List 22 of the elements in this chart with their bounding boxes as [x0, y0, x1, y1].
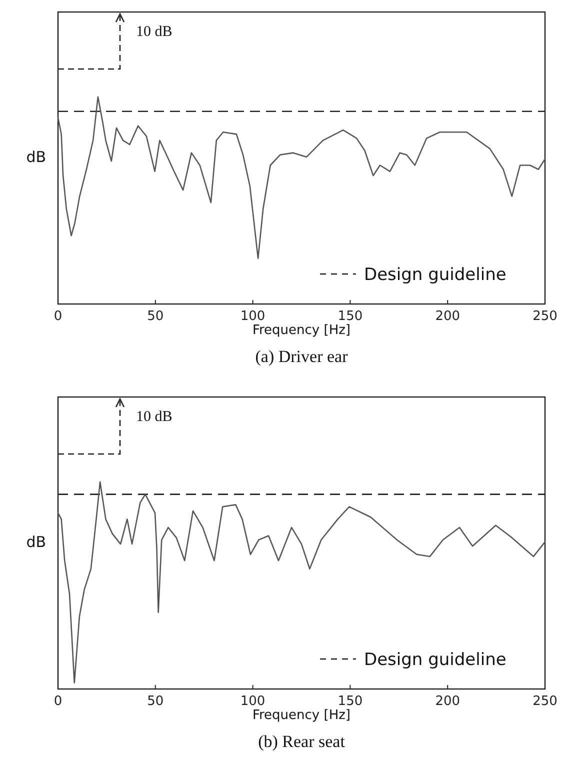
x-tick-label: 200: [435, 309, 460, 324]
text: (b) Rear seat: [258, 732, 346, 751]
x-axis-title: Frequency [Hz]: [252, 708, 351, 723]
x-tick-label: 100: [240, 694, 266, 709]
x-tick-label: 150: [338, 694, 363, 709]
x-tick-label: 0: [54, 309, 62, 324]
x-tick-label: 100: [240, 309, 266, 324]
legend-label: Design guideline: [364, 265, 506, 285]
text: 10 dB: [136, 409, 172, 425]
x-tick-label: 250: [532, 694, 558, 709]
text: 10 dB: [136, 24, 172, 40]
x-tick-label: 0: [54, 694, 62, 709]
legend-label: Design guideline: [364, 650, 506, 670]
y-axis-title: dB: [26, 148, 46, 166]
x-axis-title: Frequency [Hz]: [252, 323, 351, 338]
text: (a) Driver ear: [255, 347, 348, 366]
x-tick-label: 250: [532, 309, 558, 324]
x-tick-label: 200: [435, 694, 460, 709]
y-axis-title: dB: [26, 533, 46, 552]
x-tick-label: 50: [147, 309, 164, 324]
x-tick-label: 150: [338, 309, 363, 324]
x-tick-label: 50: [147, 694, 164, 709]
